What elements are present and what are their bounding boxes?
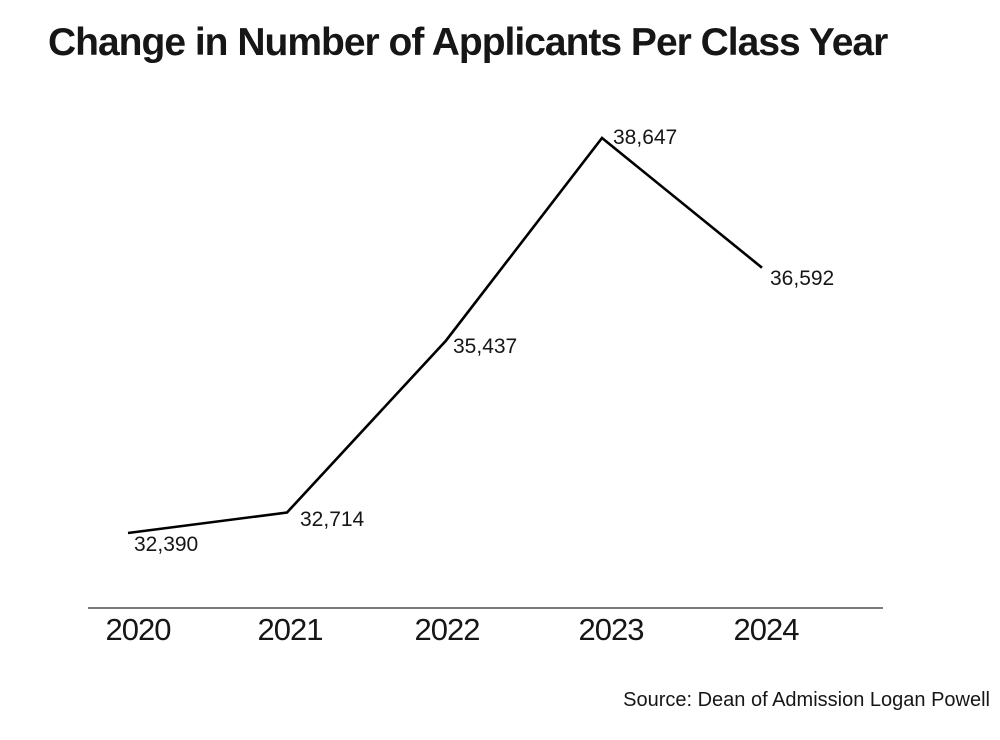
applicants-line-series [127,136,763,535]
value-label-2021: 32,714 [300,508,365,531]
x-tick-2024: 2024 [733,612,800,647]
chart-title: Change in Number of Applicants Per Class… [48,21,888,64]
value-label-2023: 38,647 [613,126,678,149]
source-caption: Source: Dean of Admission Logan Powell [623,689,990,711]
x-tick-2021: 2021 [257,612,324,647]
value-label-2020: 32,390 [134,533,199,556]
x-tick-2022: 2022 [414,612,481,647]
x-tick-2023: 2023 [578,612,645,647]
x-tick-2020: 2020 [105,612,172,647]
value-label-2022: 35,437 [453,335,518,358]
value-label-2024: 36,592 [770,267,835,290]
